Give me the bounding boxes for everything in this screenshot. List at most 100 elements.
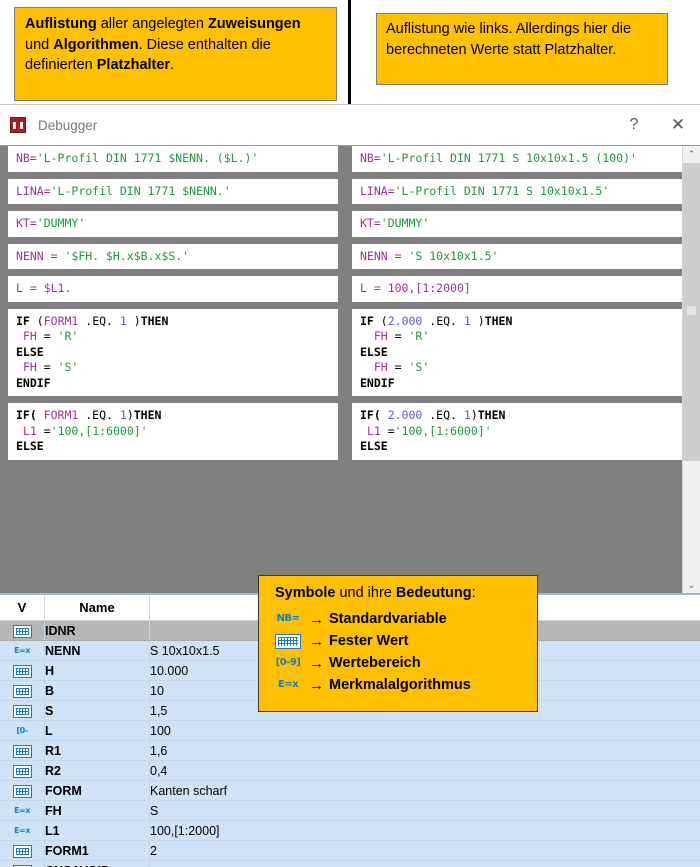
code-token: 'S 10x10x1.5' [408, 249, 498, 263]
legend-icon-slot [275, 634, 309, 649]
legend-arrow-icon: → [309, 655, 324, 672]
code-line: ELSE [360, 345, 682, 361]
code-line: ENDIF [360, 376, 682, 392]
row-variable-value: 100 [150, 721, 700, 741]
row-variable-name: FORM [45, 781, 150, 801]
computed-statement[interactable]: KT='DUMMY' [352, 211, 682, 237]
legend-label: Merkmalalgorithmus [329, 677, 471, 693]
code-token: THEN [478, 408, 506, 422]
placeholder-statement[interactable]: NENN = '$FH. $H.x$B.x$S.' [8, 244, 338, 270]
placeholder-statement[interactable]: IF( FORM1 .EQ. 1)THEN L1 ='100,[1:6000]'… [8, 403, 338, 460]
code-token: ELSE [360, 439, 388, 453]
code-line: FH = 'S' [16, 360, 338, 376]
scrollbar-thumb[interactable] [683, 163, 700, 461]
code-token: 1 [120, 314, 127, 328]
code-token: FH [23, 360, 37, 374]
legend-icon-slot: NB= [275, 612, 309, 627]
code-token: IF( [16, 408, 44, 422]
column-header-name[interactable]: Name [45, 595, 150, 621]
code-token: $L1. [44, 281, 72, 295]
computed-statement[interactable]: IF( 2.000 .EQ. 1)THEN L1 ='100,[1:6000]'… [352, 403, 682, 460]
code-token: NB= [360, 151, 381, 165]
column-header-v[interactable]: V [0, 595, 45, 621]
legend-title: Symbole und ihre Bedeutung: [275, 585, 537, 601]
row-variable-value: 2 [150, 841, 700, 861]
window-titlebar: Debugger ? ✕ [0, 105, 700, 145]
placeholder-statement[interactable]: LINA='L-Profil DIN 1771 $NENN.' [8, 179, 338, 205]
row-variable-name: R1 [45, 741, 150, 761]
code-token: LINA= [16, 184, 51, 198]
placeholder-statement[interactable]: L = $L1. [8, 276, 338, 302]
code-line: ELSE [16, 345, 338, 361]
help-button[interactable]: ? [612, 110, 656, 140]
code-line: ENDIF [16, 376, 338, 392]
code-token: L1 [367, 424, 381, 438]
code-token: FH [374, 329, 388, 343]
code-token [16, 329, 23, 343]
code-token: = [388, 329, 409, 343]
code-token: .EQ. [422, 314, 464, 328]
text-segment: : [472, 585, 476, 601]
value-range-icon: [0-9] [13, 725, 32, 738]
row-variable-value: 1,6 [150, 741, 700, 761]
placeholder-statement[interactable]: KT='DUMMY' [8, 211, 338, 237]
code-token: '100,[1:6000]' [395, 424, 492, 438]
text-segment: Zuweisungen [208, 16, 301, 32]
code-token: = [388, 360, 409, 374]
code-line: NENN = 'S 10x10x1.5' [360, 249, 682, 265]
row-variable-name: L1 [45, 821, 150, 841]
code-token: LINA= [360, 184, 395, 198]
row-type-icon-cell [0, 841, 45, 861]
code-token: .EQ. [422, 408, 464, 422]
code-token: = [37, 360, 58, 374]
code-line: KT='DUMMY' [16, 216, 338, 232]
code-token: FORM1 [44, 314, 79, 328]
legend-row: →Fester Wert [275, 630, 537, 652]
computed-statement[interactable]: L = 100,[1:2000] [352, 276, 682, 302]
app-icon [10, 117, 26, 133]
code-token: 'S' [58, 360, 79, 374]
computed-statement[interactable]: NB='L-Profil DIN 1771 S 10x10x1.5 (100)' [352, 146, 682, 172]
code-token [360, 360, 374, 374]
legend-icon-slot: E=x [275, 678, 309, 693]
code-line: FH = 'R' [16, 329, 338, 345]
row-type-icon-cell [0, 781, 45, 801]
code-column-computed: NB='L-Profil DIN 1771 S 10x10x1.5 (100)'… [352, 146, 682, 467]
code-token [16, 424, 23, 438]
text-segment: Platzhalter [97, 57, 170, 73]
legend-label: Wertebereich [329, 655, 421, 671]
code-token: L1 [23, 424, 37, 438]
computed-statement[interactable]: IF (2.000 .EQ. 1 )THEN FH = 'R'ELSE FH =… [352, 309, 682, 397]
code-line: L1 ='100,[1:6000]' [16, 424, 338, 440]
code-token: FH [374, 360, 388, 374]
placeholder-statement[interactable]: IF (FORM1 .EQ. 1 )THEN FH = 'R'ELSE FH =… [8, 309, 338, 397]
scroll-up-icon[interactable]: ⌃ [683, 146, 700, 163]
row-variable-value [150, 861, 700, 867]
legend-label: Fester Wert [329, 633, 409, 649]
computed-statement[interactable]: NENN = 'S 10x10x1.5' [352, 244, 682, 270]
code-token: = [381, 424, 395, 438]
titlebar-buttons: ? ✕ [612, 110, 700, 140]
table-row[interactable]: CNSAVOID [0, 861, 700, 867]
annotation-callout-right: Auflistung wie links. Allerdings hier di… [376, 13, 668, 85]
code-vertical-scrollbar[interactable]: ⌃ ⌄ [682, 146, 700, 593]
text-segment: . [170, 57, 174, 73]
code-token: 2.000 [388, 408, 423, 422]
code-token: ) [127, 314, 141, 328]
computed-statement[interactable]: LINA='L-Profil DIN 1771 S 10x10x1.5' [352, 179, 682, 205]
feature-algorithm-icon: E=x [13, 825, 32, 838]
row-variable-value: 0,4 [150, 761, 700, 781]
scroll-down-icon[interactable]: ⌄ [683, 577, 700, 593]
code-line: FH = 'S' [360, 360, 682, 376]
close-icon[interactable]: ✕ [656, 110, 700, 140]
row-variable-value: Kanten scharf [150, 781, 700, 801]
code-token: '100,[1:6000]' [51, 424, 148, 438]
placeholder-statement[interactable]: NB='L-Profil DIN 1771 $NENN. ($L.)' [8, 146, 338, 172]
